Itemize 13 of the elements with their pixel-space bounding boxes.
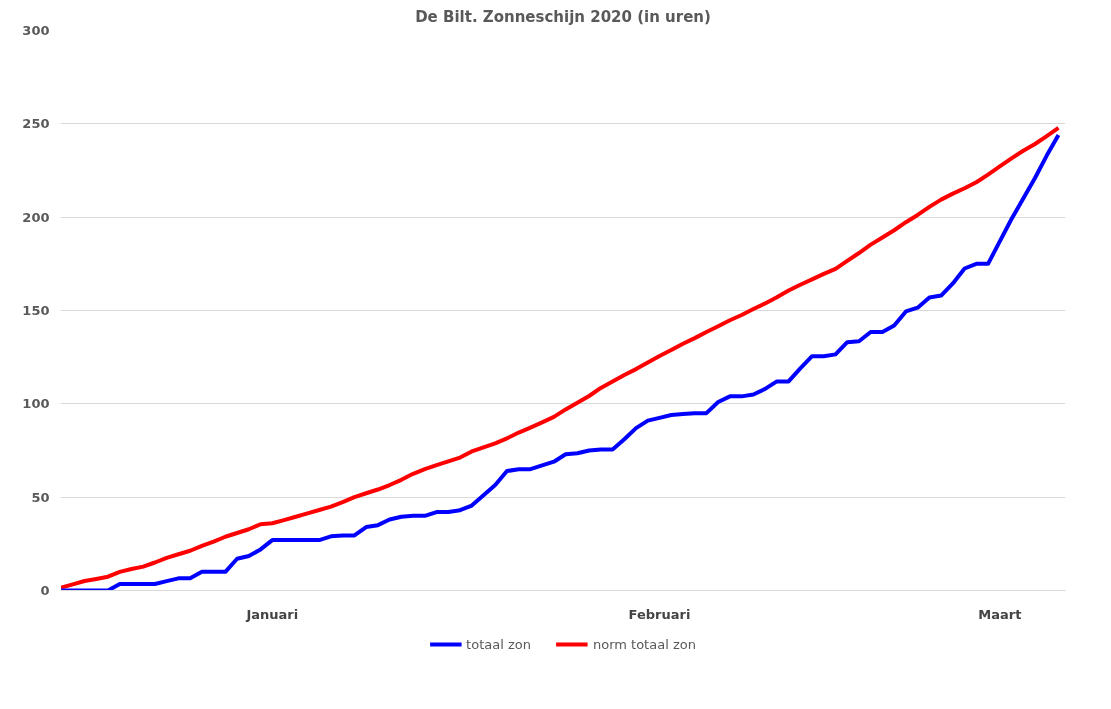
y-tick-label: 50 (31, 489, 50, 505)
legend-label: norm totaal zon (592, 636, 696, 652)
y-tick-label: 250 (22, 116, 50, 132)
legend-label: totaal zon (466, 636, 531, 652)
x-tick-label: Januari (245, 606, 299, 622)
y-tick-label: 100 (22, 396, 50, 412)
y-tick-label: 150 (22, 303, 50, 318)
chart-title: De Bilt. Zonneschijn 2020 (in uren) (415, 7, 711, 26)
x-tick-label: Februari (628, 606, 691, 622)
y-tick-label: 200 (22, 209, 50, 225)
y-tick-label: 0 (40, 583, 50, 598)
y-tick-label: 300 (22, 23, 50, 38)
x-tick-label: Maart (978, 606, 1022, 622)
